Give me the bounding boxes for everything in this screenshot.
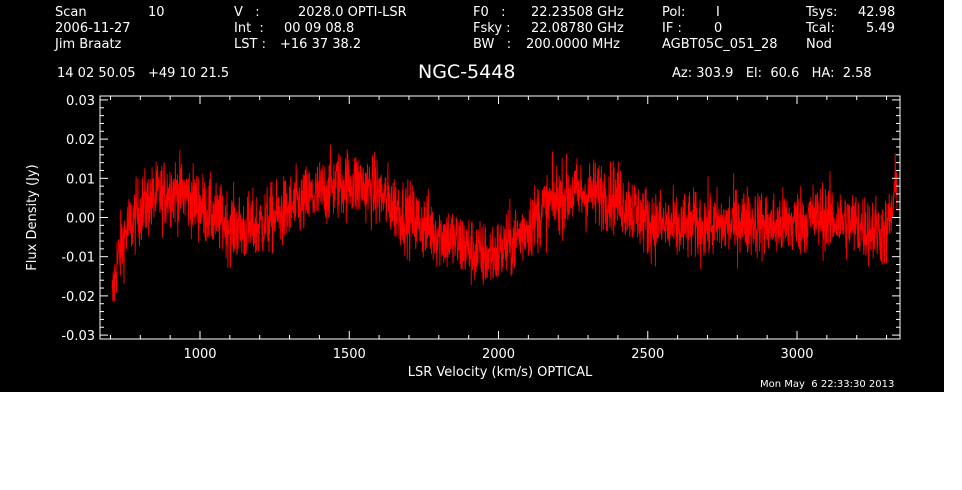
int-value: 00 09 08.8 — [284, 21, 355, 36]
scan-label: Scan — [55, 5, 87, 20]
scan-value: 10 — [148, 5, 165, 20]
fsky-label: Fsky : — [473, 21, 511, 36]
velocity-label: V : — [234, 5, 260, 20]
lst-value: +16 37 38.2 — [280, 37, 362, 52]
y-tick-label: 0.00 — [66, 212, 95, 227]
y-tick-label: 0.03 — [66, 94, 95, 109]
int-label: Int : — [234, 21, 264, 36]
tsys-value: 42.98 — [858, 5, 896, 20]
tcal-label: Tcal: — [806, 21, 835, 36]
x-tick-label: 2000 — [482, 347, 515, 362]
y-tick-label: 0.02 — [66, 133, 95, 148]
bw-label: BW : — [473, 37, 512, 52]
spectrum-chart: 1000 1500 2000 2500 3000 -0.03 -0.02 -0.01 0.00 0… — [25, 94, 901, 380]
y-tick-label: -0.01 — [61, 251, 95, 266]
plot-panel: Scan 10 2006-11-27 Jim Braatz V : 2028.0… — [0, 0, 944, 392]
x-tick-label: 3000 — [780, 347, 813, 362]
if-label: IF : — [662, 21, 682, 36]
spectrum-line — [111, 144, 898, 302]
y-tick-label: 0.01 — [66, 172, 95, 187]
bw-value: 200.0000 MHz — [526, 37, 620, 52]
lst-label: LST : — [234, 37, 266, 52]
tcal-value: 5.49 — [866, 21, 895, 36]
f0-value: 22.23508 GHz — [531, 5, 624, 20]
x-axis-label: LSR Velocity (km/s) OPTICAL — [408, 365, 593, 380]
pol-label: Pol: — [662, 5, 686, 20]
x-tick-label: 2500 — [631, 347, 664, 362]
velocity-value: 2028.0 OPTI-LSR — [298, 5, 407, 20]
observer-name: Jim Braatz — [55, 37, 122, 52]
obs-mode: Nod — [806, 37, 832, 52]
y-axis-label: Flux Density (Jy) — [25, 164, 40, 270]
f0-label: F0 : — [473, 5, 506, 20]
x-tick-label: 1000 — [183, 347, 216, 362]
pol-value: I — [716, 5, 720, 20]
x-tick-label: 1500 — [333, 347, 366, 362]
obs-date: 2006-11-27 — [55, 21, 131, 36]
y-tick-label: -0.02 — [61, 290, 95, 305]
tsys-label: Tsys: — [806, 5, 838, 20]
timestamp: Mon May 6 22:33:30 2013 — [760, 379, 895, 390]
source-coordinates: 14 02 50.05 +49 10 21.5 — [57, 66, 230, 81]
source-name: NGC-5448 — [418, 61, 516, 83]
fsky-value: 22.08780 GHz — [531, 21, 624, 36]
pointing-info: Az: 303.9 El: 60.6 HA: 2.58 — [672, 66, 872, 81]
y-tick-label: -0.03 — [61, 329, 95, 344]
project-id: AGBT05C_051_28 — [662, 37, 778, 52]
if-value: 0 — [714, 21, 723, 36]
